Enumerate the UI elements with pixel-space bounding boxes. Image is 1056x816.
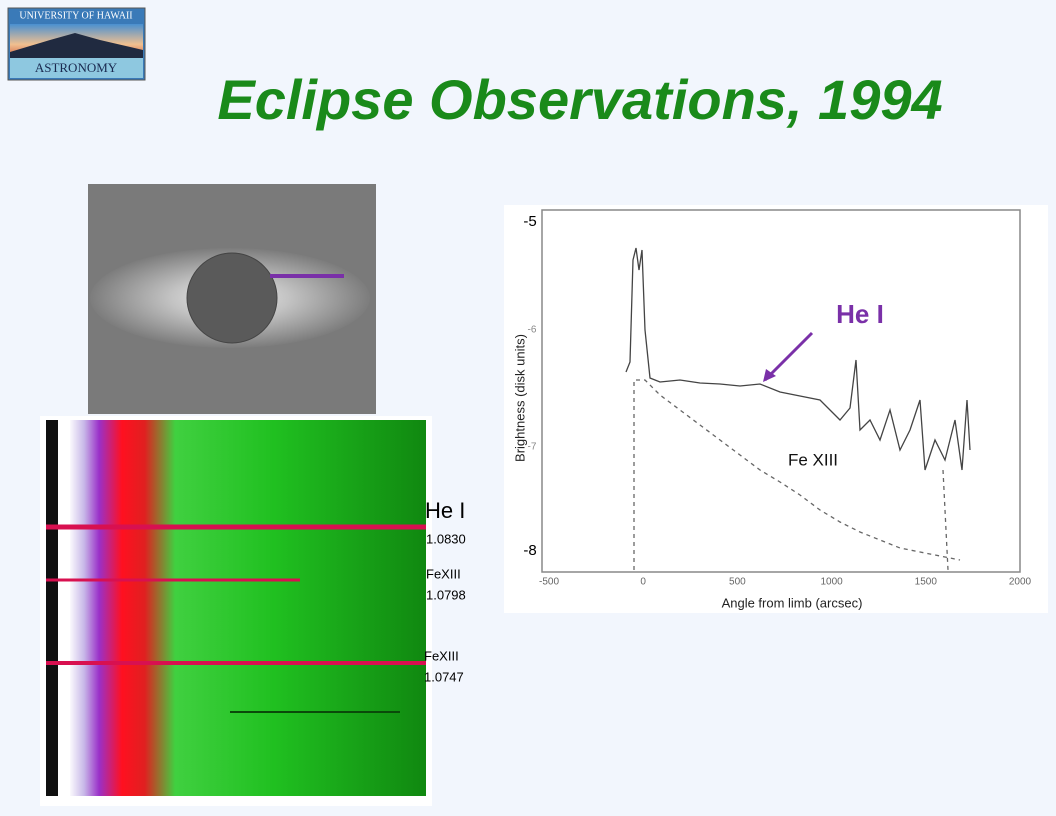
limb-stripe: [58, 420, 70, 796]
logo-mountain: [10, 33, 143, 58]
logo-line1: UNIVERSITY OF HAWAII: [19, 10, 132, 21]
logo: UNIVERSITY OF HAWAII ASTRONOMY: [7, 7, 146, 81]
plot-frame: [541, 209, 1021, 573]
x-tick-label: 1500: [915, 577, 938, 588]
x-tick-label: 2000: [1009, 577, 1032, 588]
corona-image: [88, 184, 376, 414]
y-axis-label: Brightness (disk units): [512, 334, 527, 462]
logo-band: [10, 58, 143, 78]
y-tick-label: -8: [523, 542, 536, 559]
x-axis-label: Angle from limb (arcsec): [722, 595, 863, 610]
x-tick-label: 500: [729, 577, 746, 588]
he-arrowhead: [763, 369, 776, 382]
he-arrow: [763, 331, 814, 382]
y-tick-label: -5: [523, 213, 536, 230]
spectrum-fe2-name: FeXIII: [424, 648, 459, 663]
spectrum-fe1-wavelength: 1.0798: [426, 587, 466, 602]
profile-plot: [504, 205, 1048, 613]
spectrum-fe2-wavelength: 1.0747: [424, 669, 464, 684]
he-profile: [625, 247, 971, 471]
spectrum-field: [46, 420, 426, 796]
x-tick-label: 0: [640, 577, 646, 588]
x-tick-label: 1000: [820, 577, 843, 588]
spectrum-fe1-name: FeXIII: [426, 566, 461, 581]
y-tick-label: -7: [528, 442, 537, 453]
spectrum-he-wavelength: 1.0830: [426, 531, 466, 546]
fe-profile: [633, 379, 961, 570]
x-tick-label: -500: [539, 577, 559, 588]
annotation-he: He I: [836, 299, 884, 329]
spectrum-image: [40, 416, 432, 806]
spectrum-he-name: He I: [425, 498, 465, 523]
fe-drop: [942, 469, 949, 571]
slide-title: Eclipse Observations, 1994: [217, 68, 942, 131]
moon-disk: [186, 252, 278, 344]
plot-background: [504, 205, 1048, 613]
annotation-fe: Fe XIII: [788, 450, 838, 469]
logo-line2: ASTRONOMY: [35, 60, 118, 75]
y-tick-label: -6: [528, 325, 537, 336]
